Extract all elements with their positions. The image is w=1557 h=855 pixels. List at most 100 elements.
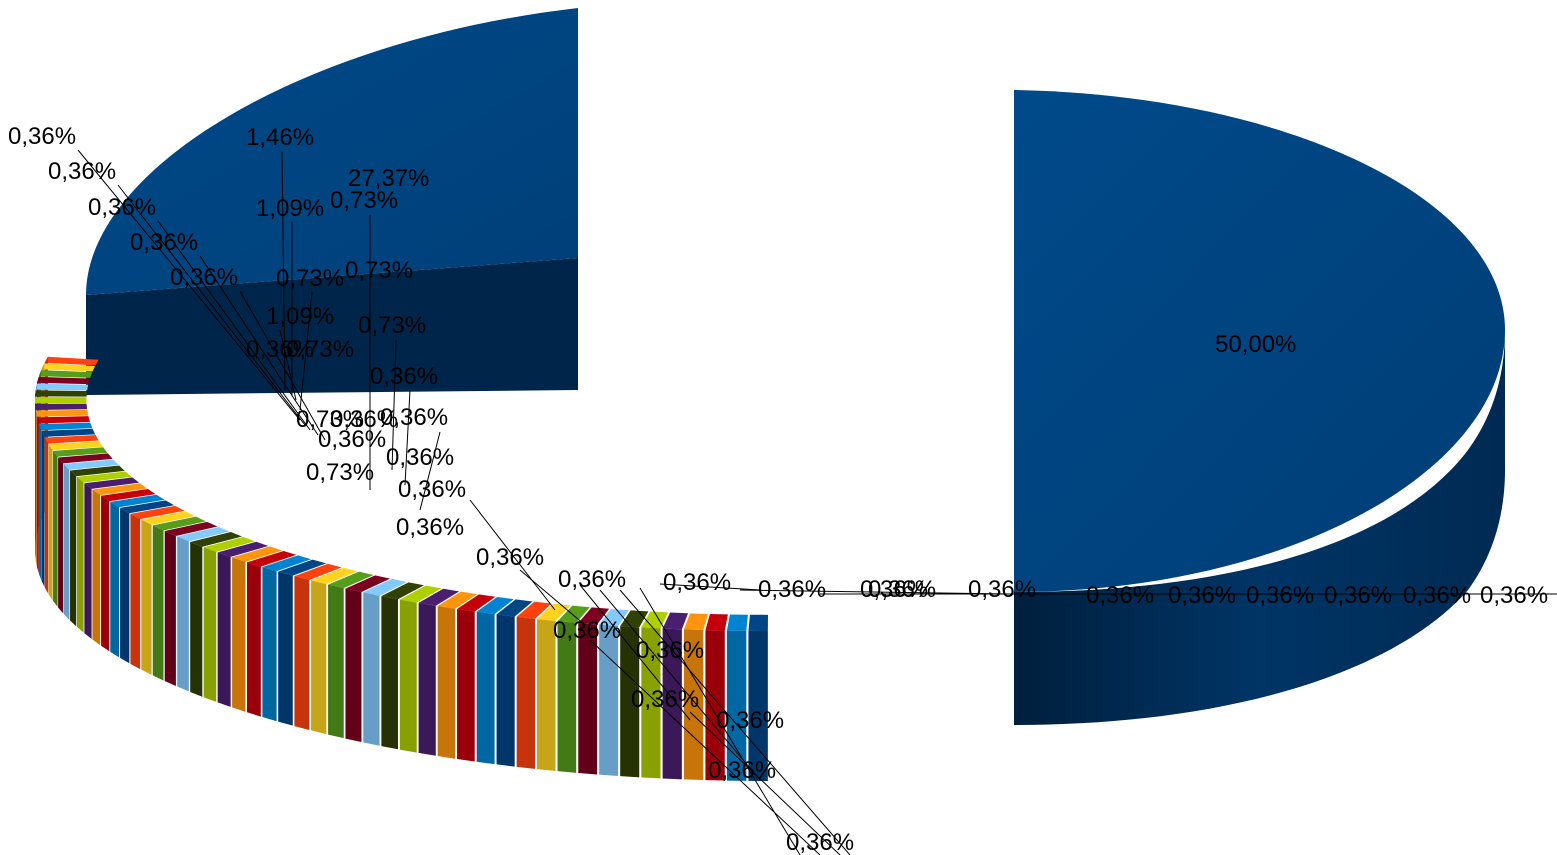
slice-50-percent <box>1014 90 1505 725</box>
leader-line <box>599 589 761 781</box>
data-label: 0,36% <box>1403 582 1471 609</box>
small-slice-top <box>683 613 708 631</box>
slice-50-top <box>1014 90 1505 592</box>
data-label: 0,36% <box>170 264 238 291</box>
leader-line <box>117 184 306 426</box>
small-slice-side <box>363 592 380 746</box>
data-label: 0,36% <box>398 476 466 503</box>
small-slice-side <box>39 424 42 581</box>
label-50: 50,00% <box>1215 331 1296 358</box>
small-slice-side <box>190 541 203 697</box>
leader-line <box>239 290 326 441</box>
data-label: 1,09% <box>266 303 334 330</box>
small-slice-side <box>726 630 747 781</box>
small-slice-side <box>516 616 535 769</box>
data-label: 0,36% <box>330 406 398 433</box>
small-slice-side <box>92 489 101 646</box>
data-label: 1,46% <box>246 124 314 151</box>
data-label: 0,36% <box>636 637 704 664</box>
small-slice-side <box>101 495 110 652</box>
small-slice-side <box>120 507 130 664</box>
small-slice-side <box>683 629 704 781</box>
small-slice-top <box>516 601 552 619</box>
data-label: 0,36% <box>476 544 544 571</box>
data-label: 0,36% <box>88 194 156 221</box>
small-slice-top <box>262 555 312 572</box>
small-slice-top <box>101 489 156 502</box>
data-label: 0,36% <box>860 576 928 603</box>
small-slice-side <box>76 476 84 633</box>
leader-line <box>299 291 313 411</box>
data-label: 0,73% <box>358 312 426 339</box>
leader-line <box>469 499 556 611</box>
small-slice-side <box>437 606 456 759</box>
leader-line <box>579 584 691 721</box>
data-label: 0,36% <box>1086 582 1154 609</box>
small-slice-side <box>53 450 58 607</box>
small-slice-top <box>35 383 89 391</box>
leader-line <box>199 255 319 436</box>
data-labels: 50,00% 0,36% 0,36% 0,36% 0,36% 0,36% 1,4… <box>8 123 1548 855</box>
data-label: 0,73% <box>330 187 398 214</box>
data-label: 0,73% <box>286 336 354 363</box>
slice-27-percent <box>86 8 578 395</box>
data-label: 0,36% <box>396 514 464 541</box>
small-slice-side <box>599 624 619 777</box>
leader-line <box>689 711 841 855</box>
small-slice-top <box>247 550 297 567</box>
leader-line <box>77 149 301 421</box>
small-slice-top <box>232 546 283 562</box>
leader-line <box>157 220 311 431</box>
small-slice-top <box>63 459 119 470</box>
small-slice-top <box>705 613 728 631</box>
small-slice-top <box>35 403 88 410</box>
small-slice-top <box>437 591 478 609</box>
small-slice-top <box>58 453 113 464</box>
small-slice-side <box>84 483 92 639</box>
leader-line <box>404 389 411 486</box>
slice-27-side <box>86 258 578 395</box>
slice-27-top <box>86 8 578 295</box>
small-slice-side <box>705 630 725 781</box>
leader-line <box>619 589 851 855</box>
data-label: 0,73% <box>345 257 413 284</box>
small-slice-side <box>247 562 261 717</box>
small-slice-top <box>35 390 88 397</box>
small-slice-top <box>152 516 206 531</box>
leader-line <box>419 431 441 511</box>
data-label: 0,36% <box>380 404 448 431</box>
leader-line <box>659 583 761 591</box>
small-slice-side <box>152 525 164 681</box>
small-slice-side <box>37 417 39 574</box>
data-label: 0,36% <box>130 229 198 256</box>
small-slice-top <box>39 422 93 431</box>
small-slice-side <box>262 567 277 722</box>
small-slice-side <box>130 513 141 670</box>
small-slice-top <box>37 376 90 385</box>
data-label: 1,09% <box>256 195 324 222</box>
data-label: 0,36% <box>1246 582 1314 609</box>
small-slice-top <box>662 612 689 630</box>
leader-line <box>639 587 801 855</box>
small-slice-side <box>662 628 682 780</box>
small-slice-top <box>164 521 218 537</box>
small-slice-side <box>35 410 37 567</box>
small-slice-top <box>48 441 103 451</box>
slice-50-side <box>1014 330 1505 725</box>
leader-lines <box>77 149 1557 855</box>
small-slice-top <box>190 532 243 547</box>
small-slice-top <box>44 356 99 366</box>
small-slice-side <box>381 596 398 750</box>
small-slice-top <box>599 608 629 627</box>
small-slice-top <box>70 465 125 477</box>
small-slice-side <box>278 571 293 726</box>
data-label: 0,36% <box>663 569 731 596</box>
small-slice-top <box>41 428 96 437</box>
small-slice-top <box>457 594 496 612</box>
small-slice-side <box>70 470 77 627</box>
data-label: 0,73% <box>276 265 344 292</box>
small-slice-top <box>381 582 425 600</box>
small-slice-top <box>294 563 342 581</box>
small-slice-side <box>232 557 246 712</box>
small-slice-side <box>418 602 436 756</box>
